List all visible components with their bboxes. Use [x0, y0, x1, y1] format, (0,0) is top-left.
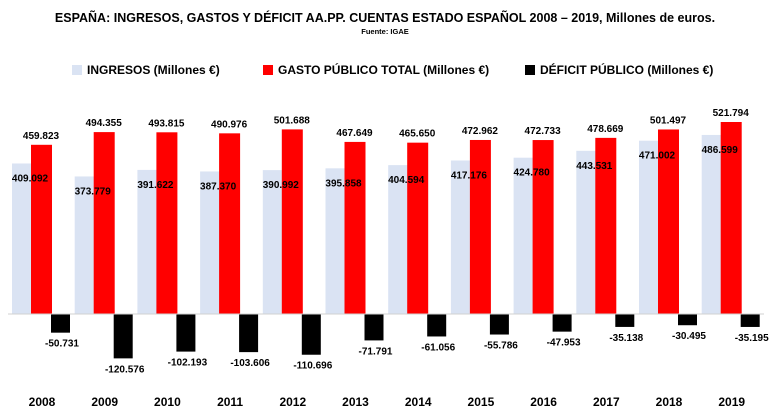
legend-gasto: GASTO PÚBLICO TOTAL (Millones €): [263, 62, 489, 78]
bar-gasto-2009: [93, 132, 115, 314]
label-gasto-2017: 478.669: [587, 124, 624, 135]
bar-ingresos-2010: [137, 169, 159, 314]
legend-ingresos-swatch: [72, 65, 82, 75]
bar-deficit-2014: [427, 314, 447, 337]
bar-deficit-2018: [678, 314, 697, 326]
label-gasto-2018: 501.497: [650, 115, 687, 126]
legend-gasto-label: GASTO PÚBLICO TOTAL (Millones €): [278, 63, 490, 77]
bar-deficit-2011: [239, 314, 259, 353]
bars-layer: [12, 122, 760, 359]
bar-deficit-2017: [615, 314, 635, 327]
label-ingresos-2019: 486.599: [702, 145, 739, 156]
labels-layer: 409.092 459.823 -50.731 2008 373.779 494.355 -…: [12, 108, 769, 409]
bar-deficit-2013: [364, 314, 384, 341]
label-ingresos-2016: 424.780: [514, 168, 551, 179]
label-ingresos-2015: 417.176: [451, 171, 488, 182]
legend-gasto-swatch: [263, 65, 273, 75]
legend-deficit-label: DÉFICIT PÚBLICO (Millones €): [540, 63, 714, 77]
bar-ingresos-2014: [388, 165, 410, 314]
bar-gasto-2008: [31, 144, 52, 314]
bar-ingresos-2015: [450, 160, 472, 314]
bar-deficit-2008: [51, 314, 70, 333]
label-ingresos-2012: 390.992: [263, 180, 300, 191]
bar-gasto-2014: [407, 142, 429, 314]
bar-gasto-2010: [156, 132, 178, 314]
label-gasto-2011: 490.976: [211, 119, 248, 130]
bar-gasto-2017: [595, 137, 617, 314]
year-label-2011: 2011: [217, 395, 243, 409]
label-deficit-2015: -55.786: [484, 341, 518, 352]
legend-ingresos-label: INGRESOS (Millones €): [87, 63, 220, 77]
year-label-2013: 2013: [342, 395, 369, 409]
bar-gasto-2015: [469, 139, 491, 314]
chart-subtitle: Fuente: IGAE: [361, 27, 409, 36]
label-deficit-2017: -35.138: [609, 333, 643, 344]
bar-ingresos-2017: [576, 150, 598, 314]
bar-ingresos-2016: [513, 157, 535, 314]
year-label-2012: 2012: [279, 395, 306, 409]
label-deficit-2010: -102.193: [168, 358, 208, 369]
legend-deficit-swatch: [525, 65, 535, 75]
bar-ingresos-2011: [200, 171, 222, 314]
year-label-2014: 2014: [405, 395, 432, 409]
bar-ingresos-2009: [74, 176, 96, 314]
label-deficit-2018: -30.495: [672, 331, 706, 342]
bar-deficit-2016: [552, 314, 572, 332]
label-gasto-2014: 465.650: [399, 129, 436, 140]
bar-gasto-2016: [532, 140, 554, 314]
label-ingresos-2018: 471.002: [639, 151, 676, 162]
bar-ingresos-2019: [701, 134, 723, 314]
label-gasto-2019: 521.794: [713, 108, 750, 119]
label-gasto-2008: 459.823: [23, 131, 60, 142]
chart-title: ESPAÑA: INGRESOS, GASTOS Y DÉFICIT AA.PP…: [54, 11, 716, 25]
year-label-2018: 2018: [656, 395, 683, 409]
year-label-2017: 2017: [593, 395, 620, 409]
label-ingresos-2009: 373.779: [75, 186, 112, 197]
year-label-2010: 2010: [154, 395, 181, 409]
label-gasto-2012: 501.688: [274, 115, 311, 126]
label-deficit-2019: -35.195: [735, 333, 769, 344]
bar-gasto-2018: [658, 129, 679, 314]
label-gasto-2009: 494.355: [86, 118, 123, 129]
label-gasto-2010: 493.815: [148, 118, 185, 129]
legend-deficit: DÉFICIT PÚBLICO (Millones €): [525, 62, 713, 78]
year-label-2008: 2008: [29, 395, 56, 409]
legend-ingresos: INGRESOS (Millones €): [72, 62, 220, 78]
bar-deficit-2015: [489, 314, 509, 335]
label-deficit-2012: -110.696: [293, 361, 332, 372]
label-ingresos-2008: 409.092: [12, 173, 49, 184]
bar-gasto-2019: [720, 122, 742, 314]
label-deficit-2013: -71.791: [359, 346, 393, 357]
label-ingresos-2010: 391.622: [137, 180, 174, 191]
bar-deficit-2012: [301, 314, 321, 355]
bar-gasto-2013: [344, 141, 366, 314]
label-ingresos-2014: 404.594: [388, 175, 425, 186]
bar-deficit-2010: [176, 314, 196, 352]
label-ingresos-2011: 387.370: [200, 181, 237, 192]
year-label-2019: 2019: [718, 395, 745, 409]
label-deficit-2014: -61.056: [421, 342, 455, 353]
bar-ingresos-2018: [639, 140, 660, 314]
bar-deficit-2009: [113, 314, 133, 359]
bar-gasto-2011: [219, 133, 241, 314]
label-gasto-2015: 472.962: [462, 126, 499, 137]
year-label-2009: 2009: [91, 395, 118, 409]
year-label-2016: 2016: [530, 395, 557, 409]
label-ingresos-2013: 395.858: [325, 178, 362, 189]
bar-ingresos-2013: [325, 168, 347, 314]
label-ingresos-2017: 443.531: [576, 161, 613, 172]
label-deficit-2009: -120.576: [105, 364, 145, 375]
bar-ingresos-2008: [12, 163, 33, 314]
bar-deficit-2019: [740, 314, 760, 327]
bar-ingresos-2012: [262, 170, 284, 314]
year-label-2015: 2015: [468, 395, 495, 409]
label-gasto-2016: 472.733: [525, 126, 562, 137]
label-deficit-2011: -103.606: [230, 358, 270, 369]
label-deficit-2008: -50.731: [45, 339, 79, 350]
bar-gasto-2012: [281, 129, 303, 314]
label-deficit-2016: -47.953: [547, 338, 581, 349]
label-gasto-2013: 467.649: [336, 128, 373, 139]
